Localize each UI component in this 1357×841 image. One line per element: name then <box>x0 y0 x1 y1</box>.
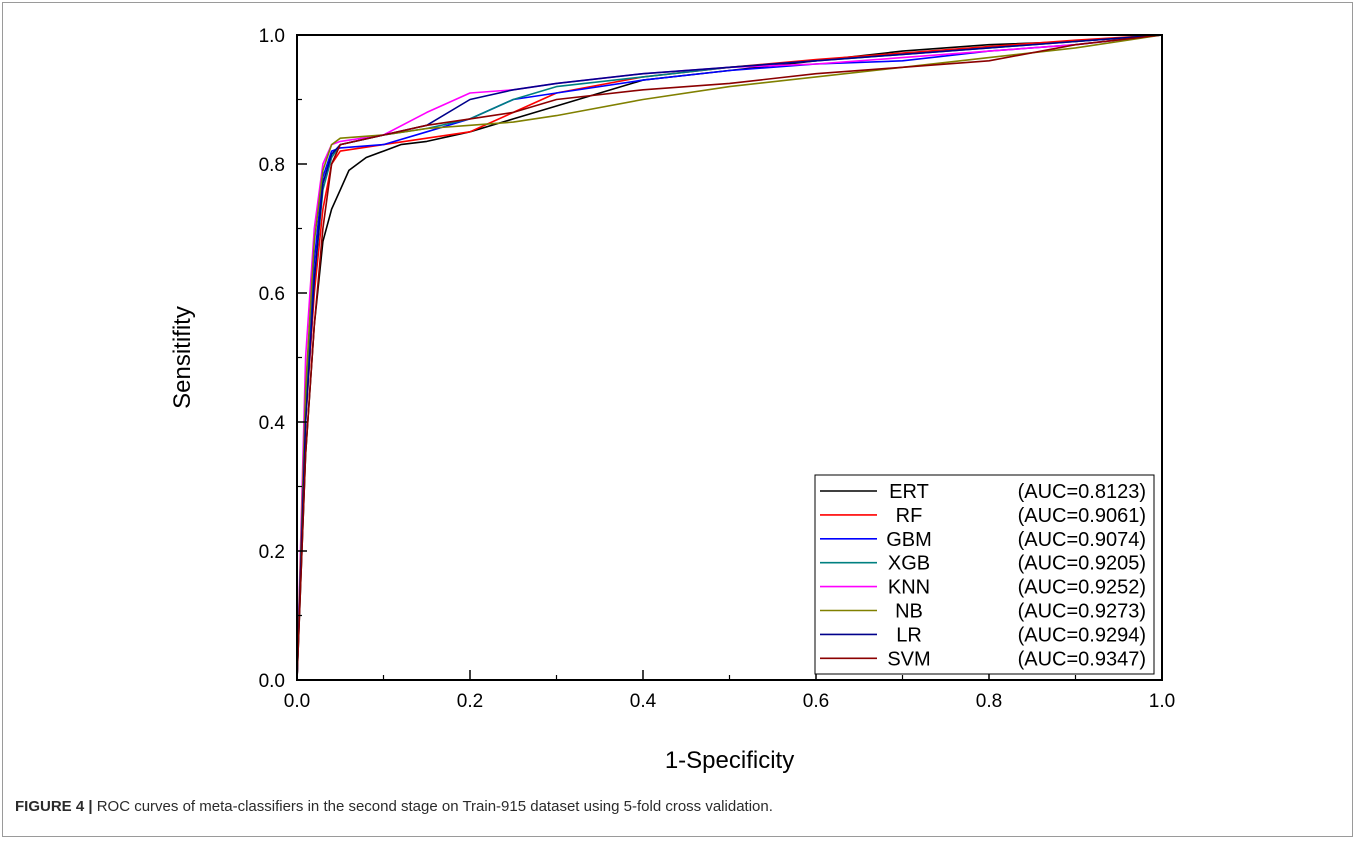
legend-auc-svm: (AUC=0.9347) <box>1018 648 1146 670</box>
x-tick-label: 0.8 <box>976 691 1002 712</box>
roc-curve-svm <box>296 34 1163 681</box>
legend-name-svm: SVM <box>887 648 930 670</box>
legend-auc-knn: (AUC=0.9252) <box>1018 577 1146 599</box>
legend-auc-xgb: (AUC=0.9205) <box>1018 553 1146 575</box>
roc-curves <box>296 34 1163 681</box>
legend-name-gbm: GBM <box>886 529 932 551</box>
y-tick-label: 0.8 <box>259 155 285 176</box>
x-tick-label: 0.0 <box>284 691 310 712</box>
x-tick-label: 1.0 <box>1149 691 1175 712</box>
y-axis-label: Sensitifity <box>169 306 196 409</box>
roc-curve-lr <box>296 34 1163 681</box>
axis-ticks: 0.0 0.2 0.4 0.6 0.8 1.0 0.0 0.2 0.4 0.6 0.8 1.0 <box>259 26 1176 712</box>
figure-caption-text: ROC curves of meta-classifiers in the se… <box>96 798 773 815</box>
legend-name-nb: NB <box>895 601 923 623</box>
legend-auc-rf: (AUC=0.9061) <box>1018 505 1146 527</box>
legend-name-lr: LR <box>896 624 922 646</box>
legend-auc-nb: (AUC=0.9273) <box>1018 601 1146 623</box>
roc-curve-ert <box>296 34 1163 681</box>
roc-curve-knn <box>296 34 1163 681</box>
x-tick-label: 0.6 <box>803 691 829 712</box>
legend: ERT (AUC=0.8123) RF (AUC=0.9061) GBM (AUC=0.9… <box>814 474 1155 675</box>
figure-caption: FIGURE 4 | ROC curves of meta-classifier… <box>15 798 1335 815</box>
y-tick-label: 0.4 <box>259 413 286 434</box>
y-tick-label: 0.6 <box>259 284 285 305</box>
x-axis-label: 1-Specificity <box>665 747 794 774</box>
y-tick-label: 0.0 <box>259 671 285 692</box>
legend-auc-gbm: (AUC=0.9074) <box>1018 529 1146 551</box>
legend-auc-ert: (AUC=0.8123) <box>1018 481 1146 503</box>
legend-name-xgb: XGB <box>888 553 930 575</box>
legend-name-knn: KNN <box>888 577 930 599</box>
x-tick-label: 0.4 <box>630 691 657 712</box>
legend-name-ert: ERT <box>889 481 929 503</box>
x-tick-label: 0.2 <box>457 691 483 712</box>
legend-name-rf: RF <box>896 505 923 527</box>
y-tick-label: 0.2 <box>259 542 285 563</box>
legend-auc-lr: (AUC=0.9294) <box>1018 624 1146 646</box>
legend-box <box>814 474 1155 675</box>
figure-label: FIGURE 4 | <box>15 798 93 815</box>
y-tick-label: 1.0 <box>259 26 285 47</box>
roc-curve-rf <box>296 34 1163 681</box>
